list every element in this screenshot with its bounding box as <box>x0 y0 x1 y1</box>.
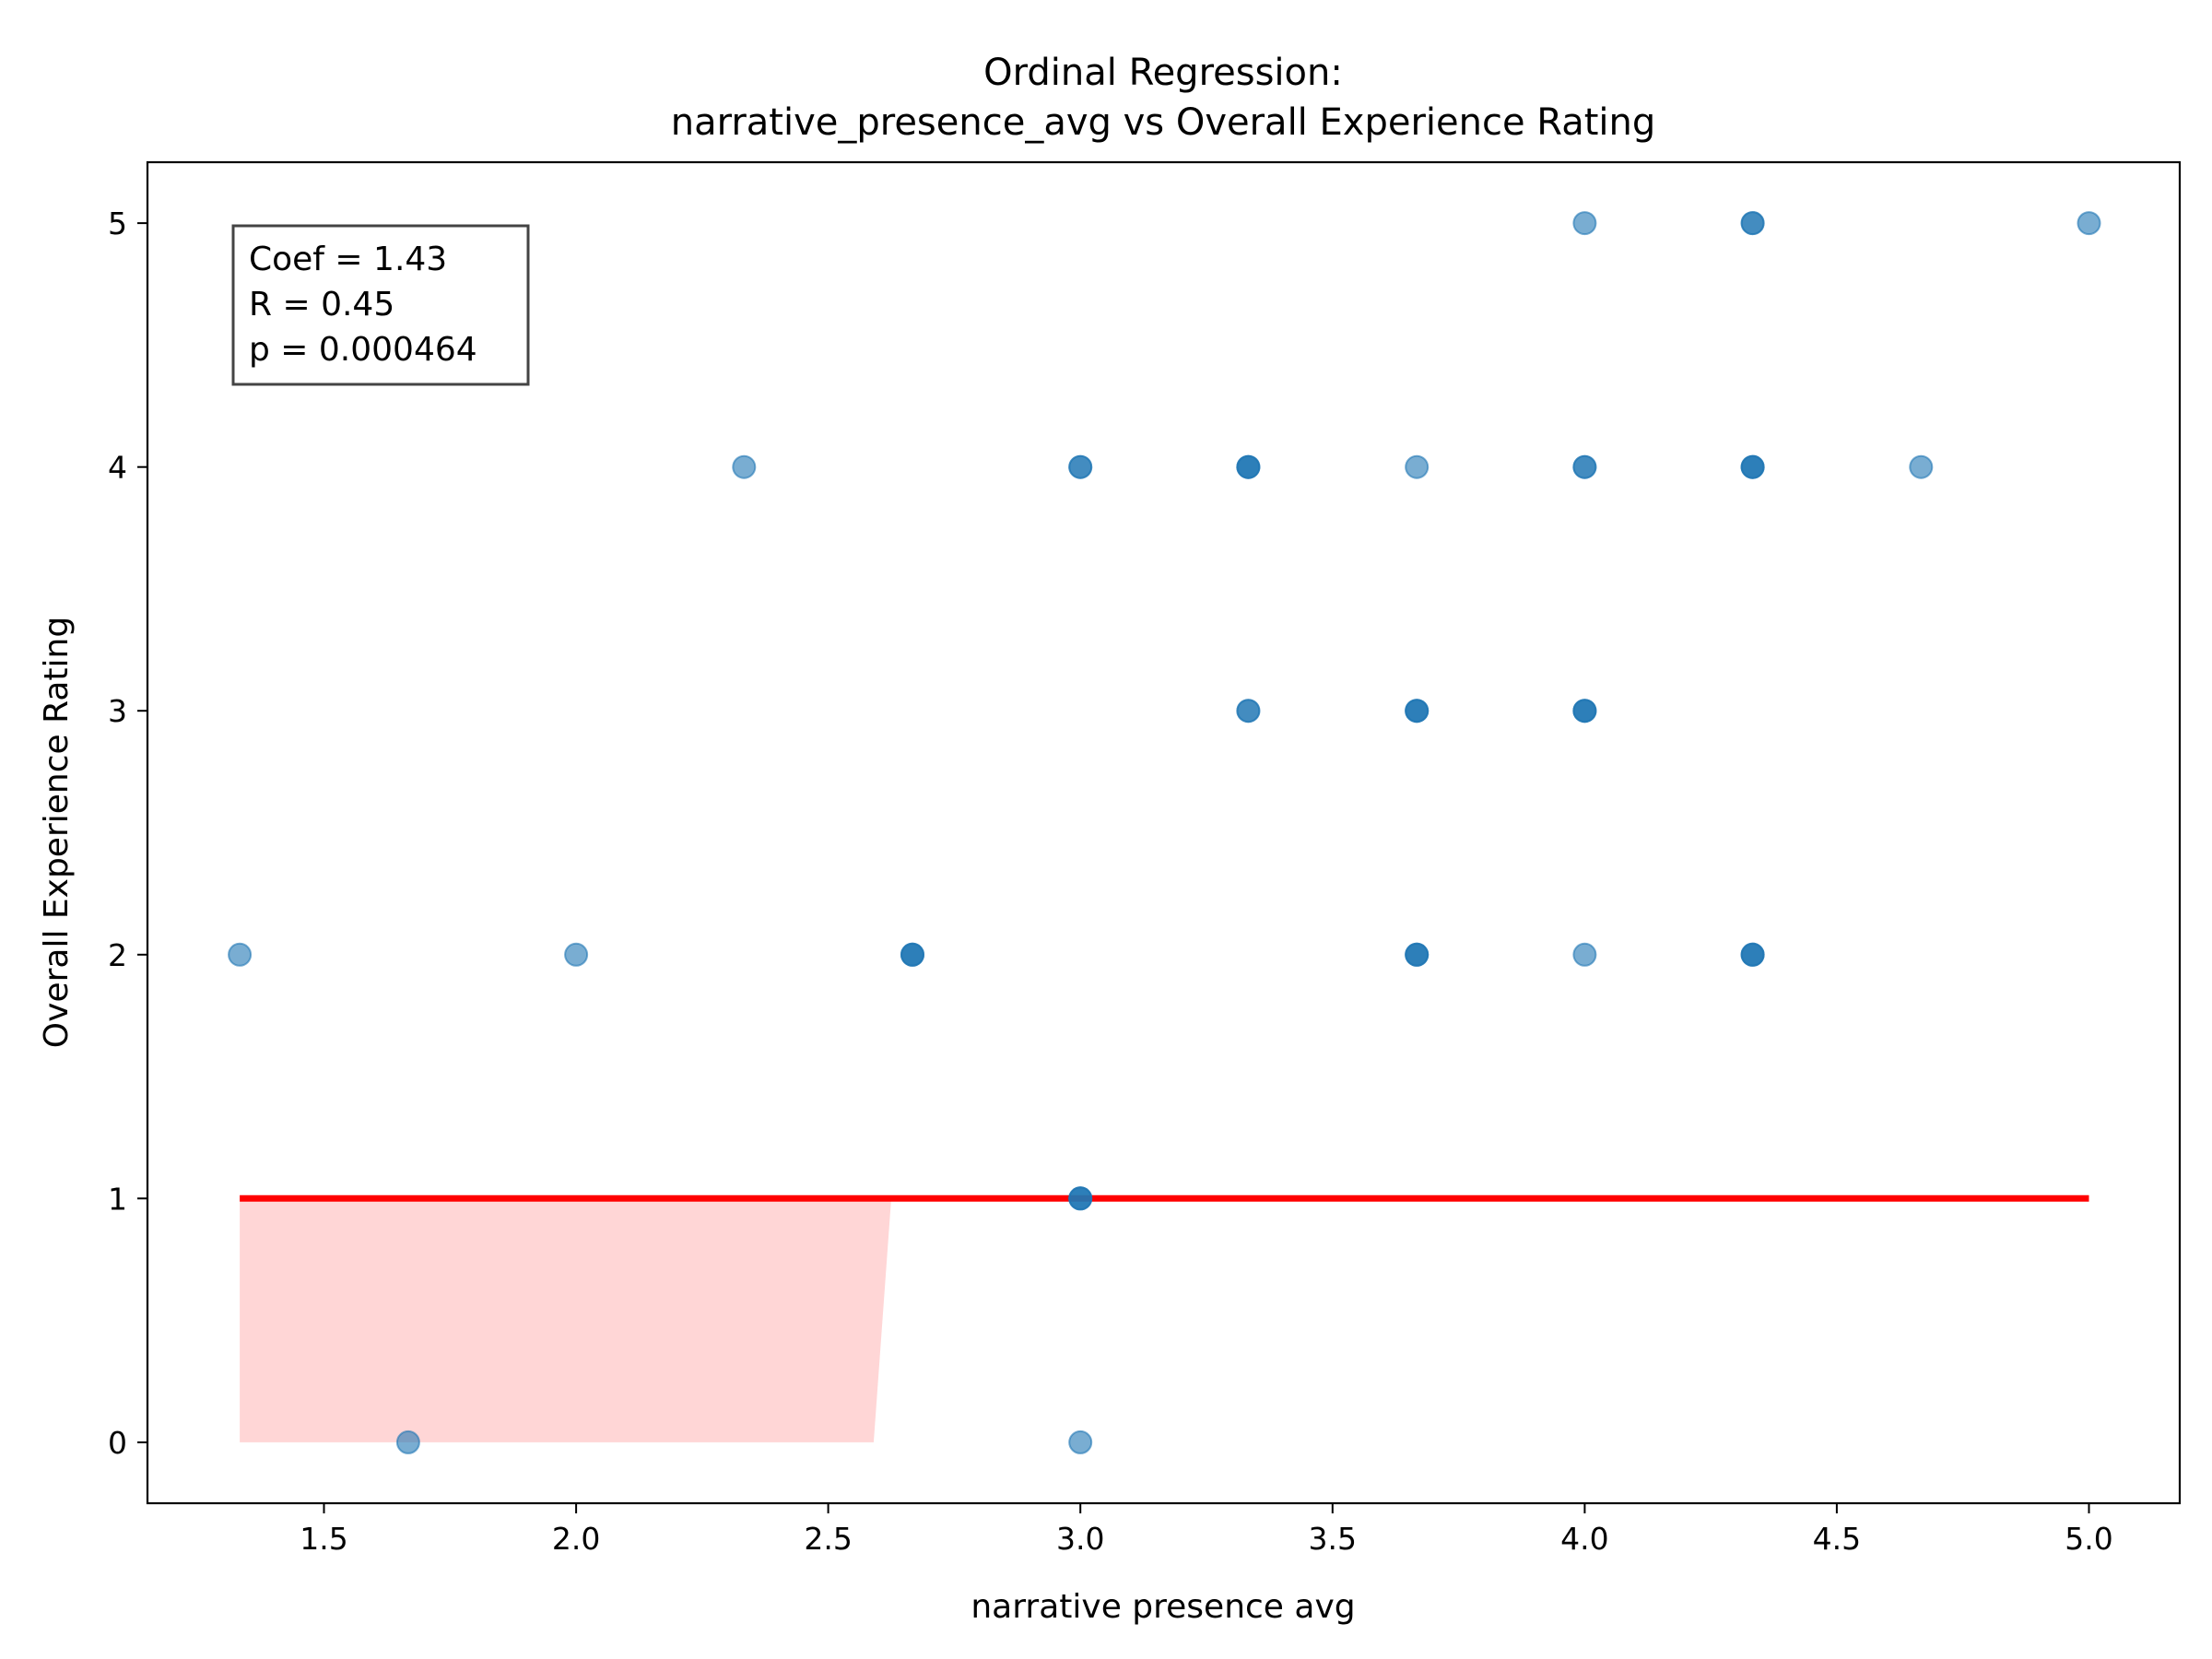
scatter-points-layer <box>228 211 2101 1454</box>
y-tick-label-3: 3 <box>108 693 127 729</box>
scatter-point-26 <box>564 942 589 967</box>
stats-box: Coef = 1.43 R = 0.45 p = 0.000464 <box>231 224 530 386</box>
scatter-point-33 <box>1572 942 1597 967</box>
scatter-point-12 <box>1572 454 1597 479</box>
chart-title: Ordinal Regression: narrative_presence_a… <box>671 52 1656 144</box>
x-tick-label-4: 3.5 <box>1309 1521 1357 1557</box>
scatter-point-41 <box>1068 1430 1093 1454</box>
chart-title-line-1: Ordinal Regression: <box>983 52 1343 94</box>
y-tick-label-5: 5 <box>108 206 127 241</box>
x-axis-ticks: 1.5 2.0 2.5 3.0 3.5 4.0 4.5 5.0 <box>300 1503 2113 1557</box>
x-tick-label-5: 4.0 <box>1560 1521 1608 1557</box>
scatter-point-2 <box>1740 211 1765 236</box>
y-axis-label: Overall Experience Rating <box>38 617 76 1048</box>
confidence-band-layer <box>240 1198 892 1442</box>
y-axis-ticks: 0 1 2 3 4 5 <box>108 206 147 1461</box>
scatter-point-15 <box>1740 454 1765 479</box>
scatter-point-21 <box>1405 699 1430 724</box>
stats-box-frame <box>231 224 530 386</box>
y-tick-label-0: 0 <box>108 1425 127 1461</box>
stats-r-text: R = 0.45 <box>249 286 394 324</box>
x-tick-label-7: 5.0 <box>2065 1521 2112 1557</box>
scatter-point-3 <box>2077 211 2101 236</box>
y-tick-label-2: 2 <box>108 937 127 973</box>
x-axis-label: narrative presence avg <box>971 1588 1355 1626</box>
scatter-point-10 <box>1405 454 1430 479</box>
stats-p-text: p = 0.000464 <box>249 331 477 369</box>
plot-area-frame <box>146 160 2182 1505</box>
y-tick-label-4: 4 <box>108 450 127 486</box>
scatter-point-4 <box>732 454 757 479</box>
x-tick-label-1: 2.0 <box>552 1521 600 1557</box>
y-tick-label-1: 1 <box>108 1181 127 1217</box>
confidence-band <box>240 1198 892 1442</box>
chart-title-line-2: narrative_presence_avg vs Overall Experi… <box>671 101 1656 144</box>
scatter-point-24 <box>1572 699 1597 724</box>
x-tick-label-0: 1.5 <box>300 1521 347 1557</box>
scatter-point-18 <box>1236 699 1261 724</box>
scatter-point-9 <box>1236 454 1261 479</box>
x-tick-label-6: 4.5 <box>1813 1521 1861 1557</box>
scatter-point-16 <box>1909 454 1934 479</box>
x-tick-label-3: 3.0 <box>1056 1521 1104 1557</box>
scatter-point-36 <box>1740 942 1765 967</box>
scatter-point-6 <box>1068 454 1093 479</box>
scatter-point-39 <box>1068 1186 1093 1211</box>
scatter-point-29 <box>900 942 924 967</box>
x-tick-label-2: 2.5 <box>804 1521 852 1557</box>
scatter-point-40 <box>395 1430 420 1454</box>
scatter-point-0 <box>1572 211 1597 236</box>
scatter-point-32 <box>1405 942 1430 967</box>
scatter-point-25 <box>228 942 253 967</box>
stats-coef-text: Coef = 1.43 <box>249 241 447 278</box>
